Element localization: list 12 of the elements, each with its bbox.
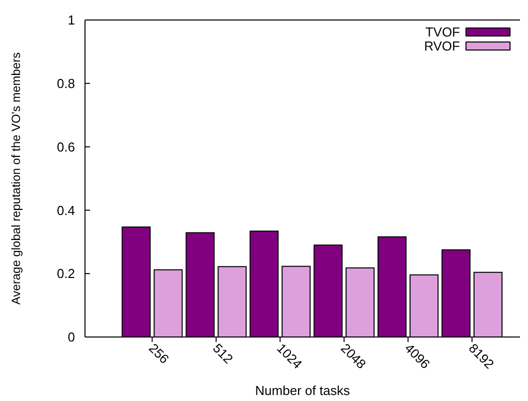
x-tick-label: 512 — [210, 340, 236, 366]
y-tick-label: 0.8 — [56, 76, 75, 91]
x-tick-label: 256 — [146, 340, 172, 366]
legend-label: RVOF — [424, 38, 460, 54]
legend-label: TVOF — [425, 24, 460, 40]
y-tick-label: 0.4 — [56, 202, 75, 218]
y-tick-label: 0.6 — [56, 139, 75, 154]
x-axis-title: Number of tasks — [255, 383, 350, 398]
y-axis-title: Average global reputation of the VO's members — [9, 52, 23, 305]
y-tick-label: 0 — [68, 330, 75, 345]
y-tick-label: 0.2 — [56, 266, 75, 282]
y-tick-label: 1 — [68, 12, 75, 28]
